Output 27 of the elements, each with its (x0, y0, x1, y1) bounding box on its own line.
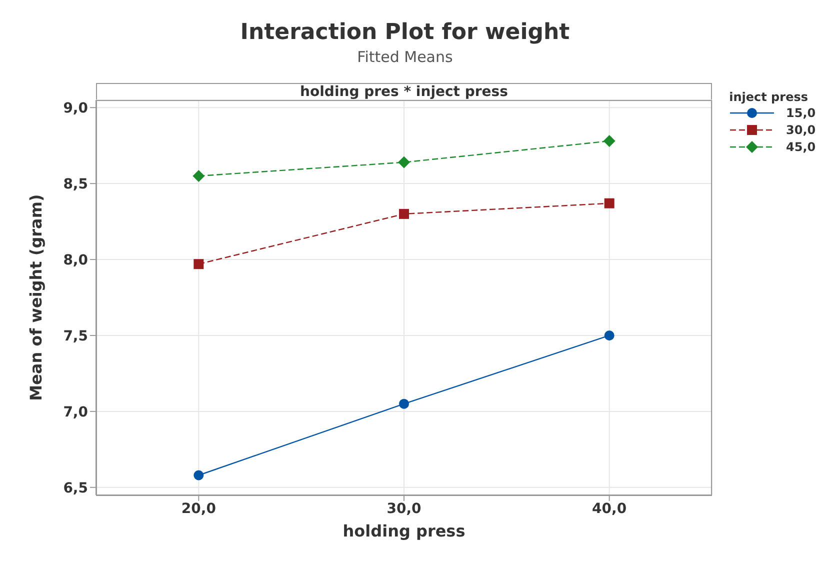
chart-title: Interaction Plot for weight (239, 20, 571, 45)
legend-title: inject press (728, 90, 809, 104)
x-tick-label: 40,0 (592, 500, 627, 517)
point (398, 156, 410, 168)
point (399, 208, 409, 219)
point (194, 259, 204, 270)
text: holding pres * inject press (96, 83, 712, 101)
legend-label: 15,0 (786, 106, 816, 120)
y-axis-title: Mean of weight (gram) (26, 194, 46, 401)
point (604, 198, 614, 208)
point (194, 470, 204, 480)
y-tick-label: 8,0 (63, 252, 88, 268)
legend-label: 30,0 (786, 122, 816, 136)
legend-label: 45,0 (786, 140, 816, 154)
y-tick-label: 7,5 (63, 328, 88, 344)
x-axis-title: holding press (342, 521, 466, 540)
x-tick-label: 30,0 (386, 500, 422, 517)
y-tick-label: 6,5 (63, 480, 88, 496)
point (604, 330, 614, 340)
point (192, 170, 205, 182)
chart-subtitle: Fitted Means (356, 48, 454, 66)
y-tick-label: 7,0 (63, 404, 88, 420)
point (399, 398, 409, 409)
point (603, 135, 616, 148)
x-tick-label: 20,0 (181, 500, 216, 517)
y-tick-label: 9,0 (63, 100, 88, 117)
y-tick-label: 8,5 (63, 176, 88, 193)
